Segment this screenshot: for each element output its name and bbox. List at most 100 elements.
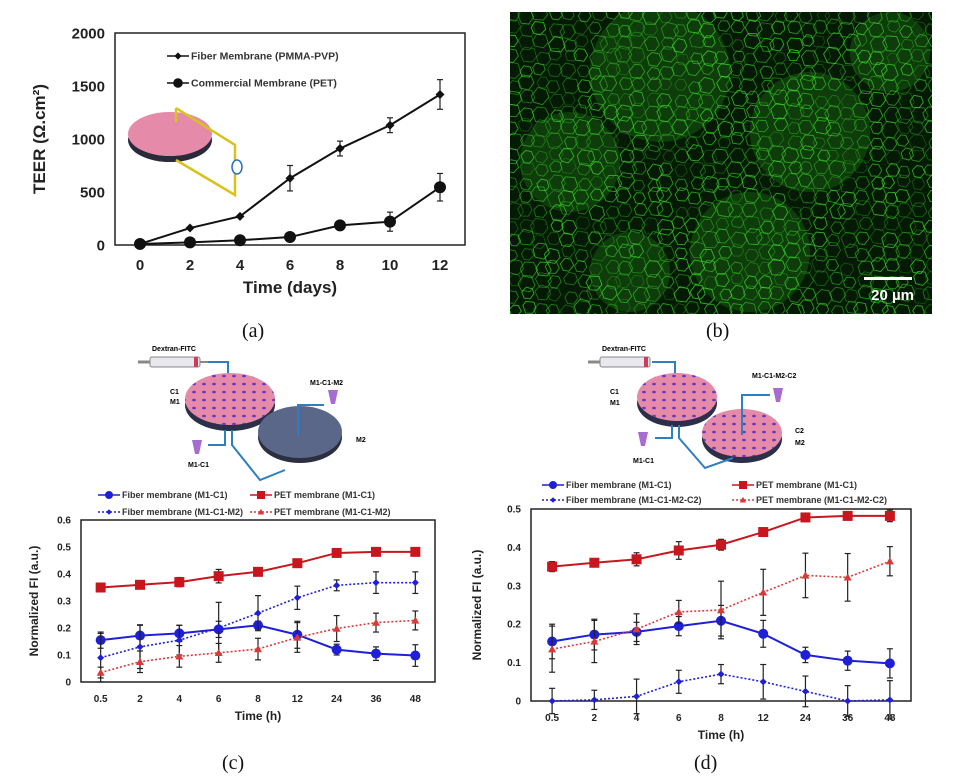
ohm-meter-icon — [231, 159, 243, 175]
data-point — [371, 648, 381, 659]
cell-outline — [600, 117, 618, 135]
cell-outline — [510, 258, 524, 276]
cell-outline — [589, 175, 604, 189]
y-tick-label: 0.5 — [507, 505, 521, 516]
cell-outline — [510, 48, 519, 64]
data-point — [331, 547, 342, 558]
legend-marker — [173, 78, 183, 88]
cell-outline — [687, 191, 702, 205]
cell-outline — [685, 60, 702, 77]
cell-outline — [842, 76, 858, 91]
cell-outline — [698, 23, 716, 39]
data-point — [800, 649, 811, 660]
cell-outline — [627, 12, 645, 22]
legend-marker — [106, 509, 112, 515]
cell-outline — [799, 74, 817, 91]
cell-outline — [674, 273, 691, 289]
cell-outline — [853, 118, 868, 132]
cell-outline — [729, 243, 744, 257]
cell-outline — [572, 103, 588, 119]
cell-outline — [588, 262, 603, 276]
cell-outline — [870, 214, 889, 231]
cell-outline — [686, 206, 701, 219]
cell-outline — [871, 176, 886, 191]
cell-outline — [744, 248, 760, 263]
data-point — [633, 692, 641, 700]
cell-outline — [745, 12, 762, 23]
cell-outline — [898, 216, 917, 234]
cell-outline — [898, 12, 913, 22]
cell-outline — [811, 202, 829, 220]
cell-outline — [829, 271, 844, 286]
cell-outline — [510, 201, 524, 220]
data-point — [548, 645, 557, 653]
cell-outline — [755, 119, 769, 133]
cell-outline — [857, 260, 875, 276]
cell-outline — [770, 102, 788, 120]
data-point — [410, 546, 421, 557]
cell-outline — [854, 200, 873, 217]
legend-item: Fiber membrane (M1-C1-M2-C2) — [542, 495, 702, 505]
cell-outline — [587, 231, 603, 245]
data-point — [801, 687, 809, 695]
legend-label: PET membrane (M1-C1-M2) — [274, 507, 391, 517]
legend-label: Fiber membrane (M1-C1) — [566, 480, 672, 490]
cell-outline — [510, 61, 522, 79]
cell-outline — [774, 12, 788, 23]
cell-outline — [549, 12, 563, 21]
cell-outline — [701, 12, 717, 24]
cell-outline — [854, 22, 869, 36]
cell-outline — [927, 94, 932, 108]
cell-outline — [914, 33, 929, 48]
label-m2: M2 — [356, 437, 366, 444]
data-point — [136, 643, 144, 651]
cell-outline — [769, 37, 785, 52]
cell-outline — [871, 201, 888, 217]
cell-outline — [661, 275, 675, 289]
cell-outline — [534, 150, 549, 164]
cell-outline — [615, 61, 631, 76]
cell-outline — [631, 134, 650, 152]
cell-outline — [881, 232, 899, 249]
cell-outline — [657, 121, 674, 137]
cell-outline — [576, 64, 591, 78]
legend-item: Fiber membrane (M1-C1) — [98, 490, 228, 500]
cell-outline — [868, 51, 885, 66]
cell-outline — [729, 147, 747, 164]
data-point — [253, 566, 263, 577]
cell-outline — [548, 174, 566, 191]
cell-outline — [731, 39, 745, 53]
cell-outline — [773, 117, 789, 132]
cell-outline — [603, 149, 619, 164]
cell-outline — [854, 145, 873, 163]
cell-outline — [824, 104, 843, 122]
cell-outline — [589, 161, 605, 175]
cell-outline — [549, 93, 565, 109]
cell-outline — [926, 190, 932, 203]
data-point — [842, 510, 853, 521]
cell-outline — [837, 21, 856, 38]
cell-outline — [745, 104, 761, 118]
cell-outline — [656, 104, 675, 123]
cell-outline — [699, 108, 714, 122]
cell-outline — [519, 107, 535, 122]
caption-b: (b) — [706, 320, 730, 342]
cell-outline — [868, 145, 887, 163]
cell-outline — [530, 86, 550, 106]
cell-outline — [717, 20, 731, 32]
data-point — [716, 539, 726, 550]
cell-outline — [895, 243, 912, 260]
panel-c: 0 0.1 0.2 0.3 0.4 0.5 0.6 0.5 2 4 6 8 12 24 36 48 Time (… — [0, 480, 480, 750]
cell-outline — [589, 50, 606, 67]
cell-outline — [913, 78, 928, 92]
cell-outline — [546, 287, 562, 302]
cell-outline — [658, 12, 673, 24]
cell-outline — [576, 79, 593, 94]
cell-outline — [535, 261, 552, 277]
x-tick-label: 24 — [331, 694, 343, 705]
cell-outline — [911, 287, 930, 305]
cell-outline — [618, 12, 633, 19]
cell-outline — [897, 165, 911, 179]
cell-outline — [546, 80, 561, 94]
